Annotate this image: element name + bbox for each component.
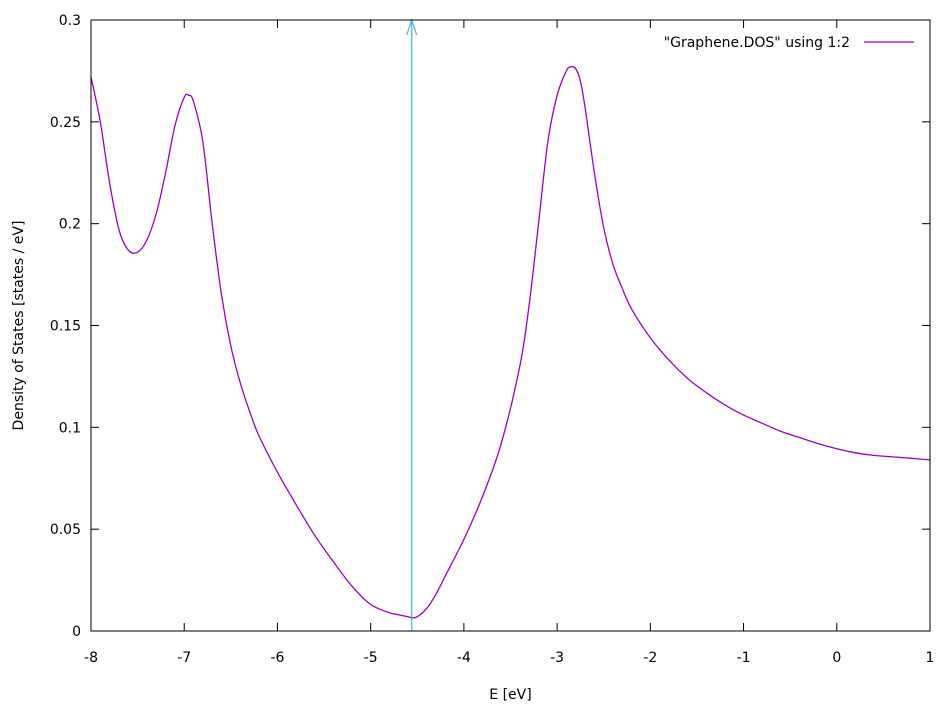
y-axis-ticks: 0 0.05 0.1 0.15 0.2 0.25 0.3 xyxy=(50,13,930,640)
x-tick-label: -4 xyxy=(457,650,471,666)
x-tick-label: -8 xyxy=(84,650,98,666)
y-tick-label: 0.25 xyxy=(50,115,81,131)
y-tick-label: 0.2 xyxy=(59,217,81,233)
plot-border xyxy=(91,20,930,631)
x-tick-label: -7 xyxy=(177,650,191,666)
x-tick-label: -5 xyxy=(364,650,378,666)
legend-label: "Graphene.DOS" using 1:2 xyxy=(664,35,850,51)
x-axis-label: E [eV] xyxy=(489,687,531,703)
dos-series-line xyxy=(91,67,930,618)
y-tick-label: 0.1 xyxy=(59,420,81,436)
x-tick-label: -3 xyxy=(550,650,564,666)
y-tick-label: 0.15 xyxy=(50,319,81,335)
x-axis-ticks: -8 -7 -6 -5 -4 -3 -2 -1 0 1 xyxy=(84,20,934,666)
y-tick-label: 0.05 xyxy=(50,522,81,538)
legend: "Graphene.DOS" using 1:2 xyxy=(664,35,914,51)
y-axis-label: Density of States [states / eV] xyxy=(11,221,27,431)
y-tick-label: 0.3 xyxy=(59,13,81,29)
x-tick-label: -2 xyxy=(643,650,657,666)
x-tick-label: -1 xyxy=(737,650,751,666)
plot-area xyxy=(91,20,930,631)
y-tick-label: 0 xyxy=(72,624,81,640)
x-tick-label: -6 xyxy=(270,650,284,666)
x-tick-label: 0 xyxy=(832,650,841,666)
x-tick-label: 1 xyxy=(926,650,935,666)
